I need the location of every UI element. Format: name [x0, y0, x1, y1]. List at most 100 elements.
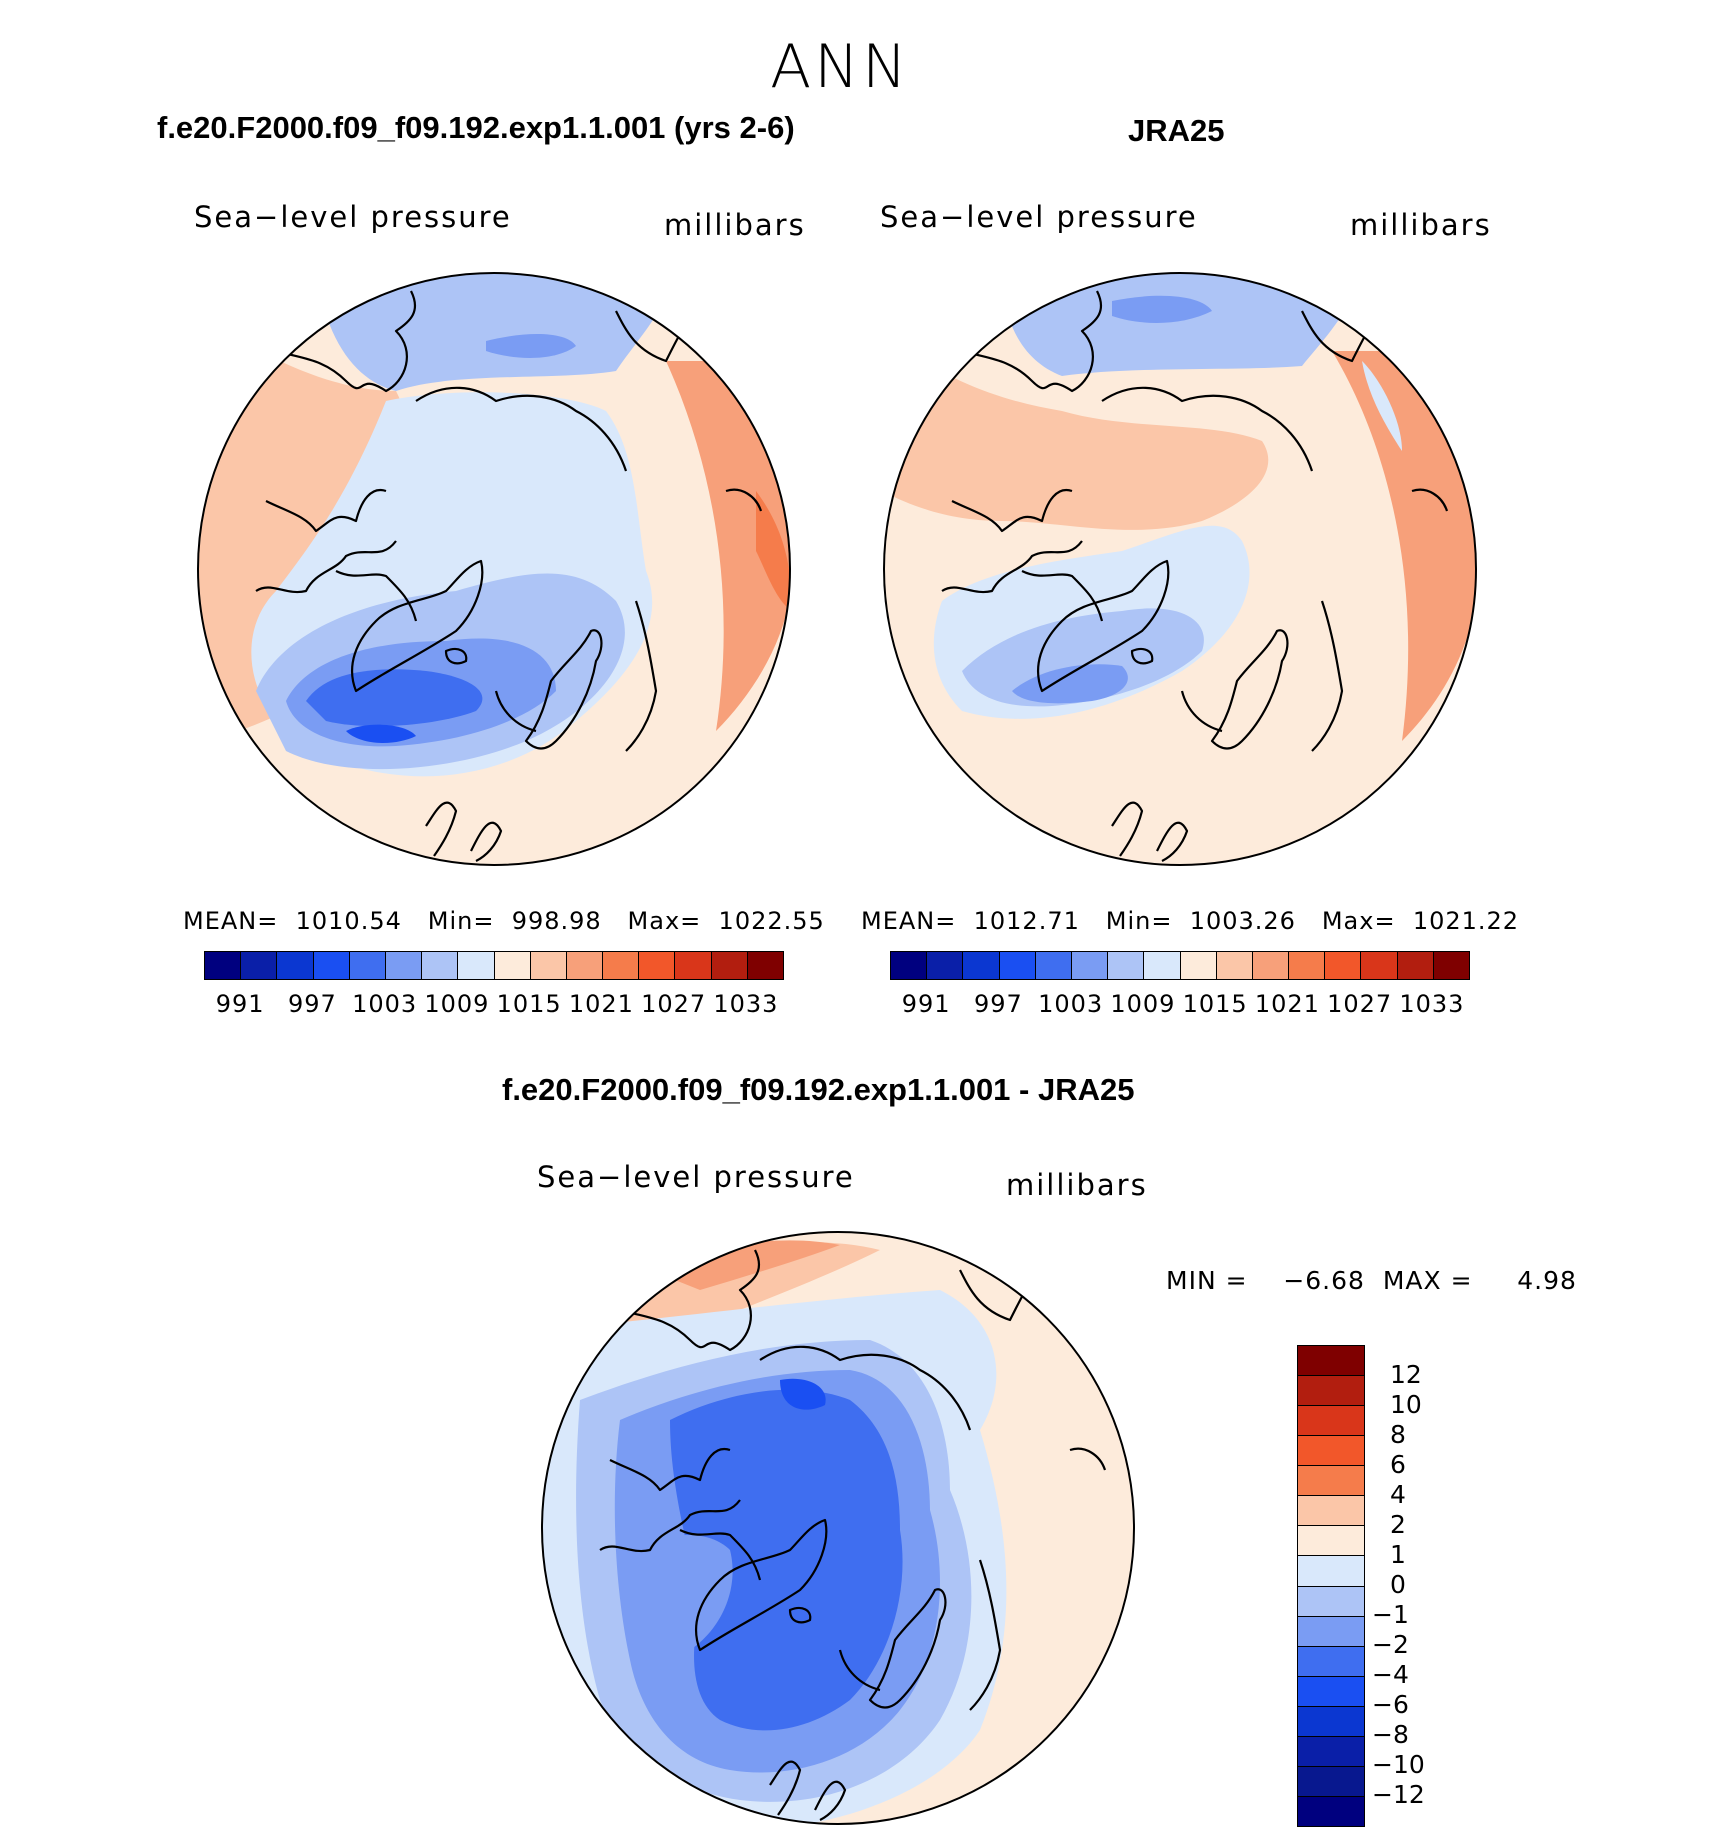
panel-1-units: millibars: [664, 208, 806, 242]
colorbar-swatch: [1298, 1676, 1364, 1707]
colorbar-swatch: [675, 952, 712, 979]
colorbar-swatch: [422, 952, 459, 979]
colorbar-swatch: [1298, 1436, 1364, 1467]
season-title: ANN: [770, 32, 910, 102]
diff-panel-units: millibars: [1006, 1168, 1148, 1202]
diff-panel-variable: Sea−level pressure: [537, 1160, 855, 1194]
colorbar-tick-label: 8: [1390, 1420, 1406, 1449]
colorbar-tick-label: 991: [901, 990, 951, 1018]
colorbar-swatch: [530, 952, 567, 979]
map-model-slp: [197, 272, 791, 866]
colorbar-swatch: [1298, 1346, 1364, 1377]
map-difference-slp: [541, 1231, 1135, 1825]
colorbar-swatch: [1361, 952, 1398, 979]
colorbar-swatch: [1298, 1616, 1364, 1647]
colorbar-tick-label: −12: [1372, 1780, 1425, 1809]
colorbar-swatch: [1289, 952, 1326, 979]
panel-1-stats: MEAN= 1010.54 Min= 998.98 Max= 1022.55: [183, 907, 825, 935]
colorbar-tick-label: 1003: [352, 990, 418, 1018]
colorbar-swatch: [1216, 952, 1253, 979]
colorbar-tick-label: 1027: [641, 990, 707, 1018]
colorbar-swatch: [999, 952, 1036, 979]
colorbar-swatch: [1298, 1526, 1364, 1557]
colorbar-swatch: [1144, 952, 1181, 979]
colorbar-tick-label: −8: [1372, 1720, 1409, 1749]
colorbar-swatch: [1298, 1496, 1364, 1527]
colorbar-swatch: [927, 952, 964, 979]
colorbar-swatch: [494, 952, 531, 979]
diff-colorbar-ticks: 12 10 8 6 4 2 1 0 −1 −2 −4 −6 −8 −10 −12: [1372, 1345, 1492, 1825]
colorbar-tick-label: 12: [1390, 1360, 1422, 1389]
colorbar-tick-label: 1033: [1399, 990, 1465, 1018]
colorbar-tick-label: 997: [287, 990, 337, 1018]
colorbar-tick-label: 6: [1390, 1450, 1406, 1479]
colorbar-tick-label: 1009: [424, 990, 490, 1018]
colorbar-tick-label: −6: [1372, 1690, 1409, 1719]
colorbar-swatch: [1298, 1646, 1364, 1677]
colorbar-swatch: [1397, 952, 1434, 979]
colorbar-tick-label: 991: [215, 990, 265, 1018]
colorbar-swatch: [1252, 952, 1290, 979]
colorbar-tick-label: 4: [1390, 1480, 1406, 1509]
colorbar-swatch: [1035, 952, 1072, 979]
colorbar-swatch: [241, 952, 278, 979]
panel-2-stats: MEAN= 1012.71 Min= 1003.26 Max= 1021.22: [861, 907, 1520, 935]
colorbar-swatch: [566, 952, 604, 979]
panel-2-colorbar: [890, 951, 1470, 980]
colorbar-tick-label: 1003: [1038, 990, 1104, 1018]
colorbar-swatch: [1298, 1706, 1364, 1737]
colorbar-swatch: [385, 952, 423, 979]
colorbar-swatch: [1108, 952, 1145, 979]
colorbar-swatch: [1298, 1556, 1364, 1587]
colorbar-swatch: [963, 952, 1000, 979]
colorbar-swatch: [1298, 1736, 1364, 1767]
colorbar-swatch: [891, 952, 928, 979]
panel-2-title: JRA25: [1128, 113, 1225, 148]
colorbar-tick-label: 1015: [496, 990, 562, 1018]
colorbar-swatch: [313, 952, 350, 979]
colorbar-swatch: [458, 952, 495, 979]
colorbar-swatch: [711, 952, 748, 979]
colorbar-tick-label: 1009: [1110, 990, 1176, 1018]
colorbar-tick-label: 1: [1390, 1540, 1406, 1569]
colorbar-tick-label: 2: [1390, 1510, 1406, 1539]
panel-2-units: millibars: [1350, 208, 1492, 242]
colorbar-swatch: [1298, 1766, 1364, 1797]
colorbar-tick-label: −4: [1372, 1660, 1409, 1689]
colorbar-swatch: [747, 952, 783, 979]
diff-panel-title: f.e20.F2000.f09_f09.192.exp1.1.001 - JRA…: [502, 1072, 1135, 1107]
colorbar-tick-label: 997: [973, 990, 1023, 1018]
colorbar-swatch: [1298, 1586, 1364, 1617]
colorbar-swatch: [1071, 952, 1109, 979]
colorbar-swatch: [349, 952, 386, 979]
colorbar-swatch: [1325, 952, 1362, 979]
colorbar-swatch: [277, 952, 314, 979]
colorbar-swatch: [1180, 952, 1217, 979]
colorbar-tick-label: −1: [1372, 1600, 1409, 1629]
map-jra25-slp: [883, 272, 1477, 866]
colorbar-swatch: [1298, 1406, 1364, 1437]
diff-colorbar: [1297, 1345, 1365, 1827]
panel-1-colorbar-ticks: 991 997 1003 1009 1015 1021 1027 1033: [204, 990, 782, 1020]
panel-1-variable: Sea−level pressure: [194, 200, 512, 234]
panel-2-variable: Sea−level pressure: [880, 200, 1198, 234]
panel-2-colorbar-ticks: 991 997 1003 1009 1015 1021 1027 1033: [890, 990, 1468, 1020]
colorbar-tick-label: −10: [1372, 1750, 1425, 1779]
colorbar-tick-label: 1015: [1182, 990, 1248, 1018]
colorbar-swatch: [1433, 952, 1469, 979]
colorbar-tick-label: −2: [1372, 1630, 1409, 1659]
colorbar-tick-label: 0: [1390, 1570, 1406, 1599]
colorbar-swatch: [639, 952, 676, 979]
colorbar-tick-label: 10: [1390, 1390, 1422, 1419]
colorbar-swatch: [1298, 1796, 1364, 1826]
colorbar-swatch: [1298, 1376, 1364, 1407]
colorbar-tick-label: 1021: [1254, 990, 1320, 1018]
panel-1-colorbar: [204, 951, 784, 980]
colorbar-tick-label: 1021: [568, 990, 634, 1018]
colorbar-swatch: [205, 952, 242, 979]
colorbar-swatch: [1298, 1466, 1364, 1497]
panel-1-title: f.e20.F2000.f09_f09.192.exp1.1.001 (yrs …: [157, 110, 795, 145]
colorbar-swatch: [603, 952, 640, 979]
diff-panel-stats: MIN = −6.68 MAX = 4.98: [1166, 1266, 1577, 1295]
colorbar-tick-label: 1027: [1327, 990, 1393, 1018]
